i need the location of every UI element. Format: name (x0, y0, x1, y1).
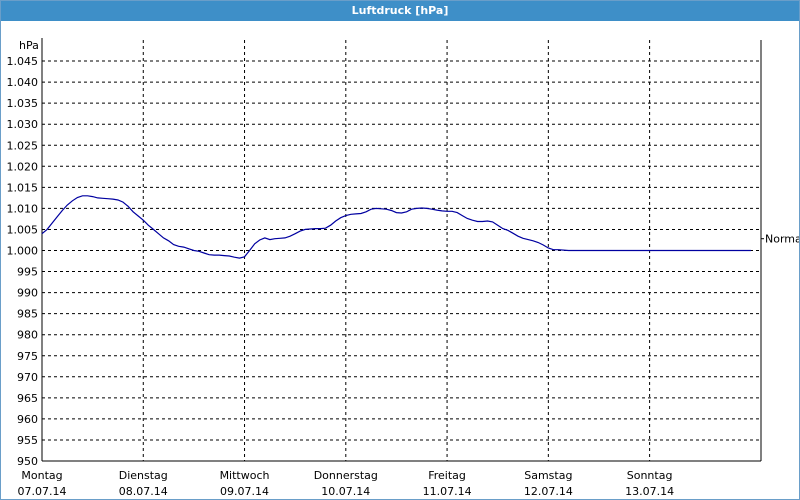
y-tick-label: 955 (17, 434, 38, 447)
y-tick-label: 950 (17, 455, 38, 468)
x-tick-weekday: Dienstag (119, 469, 168, 482)
pressure-series-line (41, 195, 751, 259)
y-tick-label: 975 (17, 350, 38, 363)
y-tick-label: 980 (17, 329, 38, 342)
y-tick-label: 985 (17, 308, 38, 321)
y-tick-label: 965 (17, 392, 38, 405)
y-tick-label: 1.010 (7, 202, 39, 215)
y-tick-label: 990 (17, 287, 38, 300)
x-tick-weekday: Mittwoch (220, 469, 270, 482)
y-tick-label: 1.025 (7, 139, 39, 152)
x-tick-date: 09.07.14 (220, 485, 269, 498)
x-tick-weekday: Donnerstag (314, 469, 378, 482)
y-tick-label: 960 (17, 413, 38, 426)
y-tick-label: 970 (17, 371, 38, 384)
y-axis-label: hPa (19, 39, 39, 52)
y-tick-label: 995 (17, 266, 38, 279)
y-tick-label: 1.020 (7, 160, 39, 173)
x-tick-date: 13.07.14 (625, 485, 674, 498)
y-tick-label: 1.000 (7, 245, 39, 258)
window-title: Luftdruck [hPa] (1, 1, 799, 21)
y-tick-label: 1.005 (7, 223, 39, 236)
x-tick-date: 07.07.14 (18, 485, 67, 498)
x-tick-date: 11.07.14 (423, 485, 472, 498)
x-tick-weekday: Samstag (524, 469, 572, 482)
y-tick-label: 1.040 (7, 76, 39, 89)
x-tick-date: 12.07.14 (524, 485, 573, 498)
y-tick-label: 1.045 (7, 55, 39, 68)
x-tick-date: 10.07.14 (321, 485, 370, 498)
pressure-chart: 950 955 960 965 970 975 980 985 990 995 1.000 1.005… (7, 38, 799, 498)
x-tick-weekday: Freitag (428, 469, 466, 482)
x-tick-weekday: Sonntag (627, 469, 673, 482)
y-tick-label: 1.030 (7, 118, 39, 131)
normal-label: Normal (765, 233, 799, 246)
y-tick-label: 1.015 (7, 181, 39, 194)
x-tick-weekday: Montag (21, 469, 62, 482)
y-tick-label: 1.035 (7, 97, 39, 110)
x-tick-date: 08.07.14 (119, 485, 168, 498)
